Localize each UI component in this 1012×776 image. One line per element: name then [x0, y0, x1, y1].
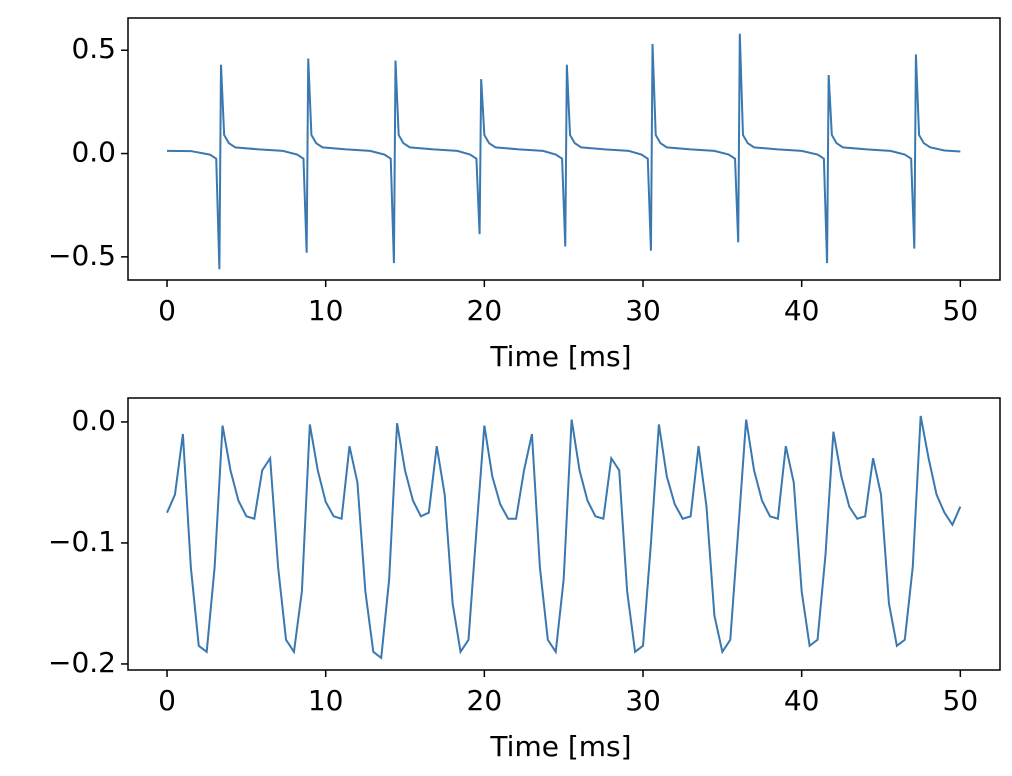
x-axis-label: Time [ms]	[489, 730, 631, 763]
axes-frame	[127, 17, 1001, 281]
x-tick-label: 10	[308, 684, 344, 717]
x-tick-label: 20	[467, 684, 503, 717]
x-tick-label: 40	[784, 684, 820, 717]
y-tick-label: −0.1	[48, 525, 116, 558]
x-axis-label: Time [ms]	[489, 340, 631, 373]
data-line	[167, 33, 961, 270]
x-tick-label: 20	[467, 294, 503, 327]
y-tick-label: −0.2	[48, 646, 116, 679]
x-tick-label: 0	[158, 294, 176, 327]
axes-frame	[127, 397, 1001, 671]
y-tick-label: −0.5	[48, 239, 116, 272]
y-tick-label: 0.0	[71, 136, 116, 169]
x-tick-label: 30	[625, 294, 661, 327]
x-tick-label: 40	[784, 294, 820, 327]
x-tick-label: 50	[943, 294, 979, 327]
x-tick-label: 30	[625, 684, 661, 717]
y-tick-label: 0.5	[71, 32, 116, 65]
x-tick-label: 10	[308, 294, 344, 327]
x-tick-label: 0	[158, 684, 176, 717]
data-line	[166, 415, 962, 660]
y-tick-label: 0.0	[71, 404, 116, 437]
x-tick-label: 50	[943, 684, 979, 717]
